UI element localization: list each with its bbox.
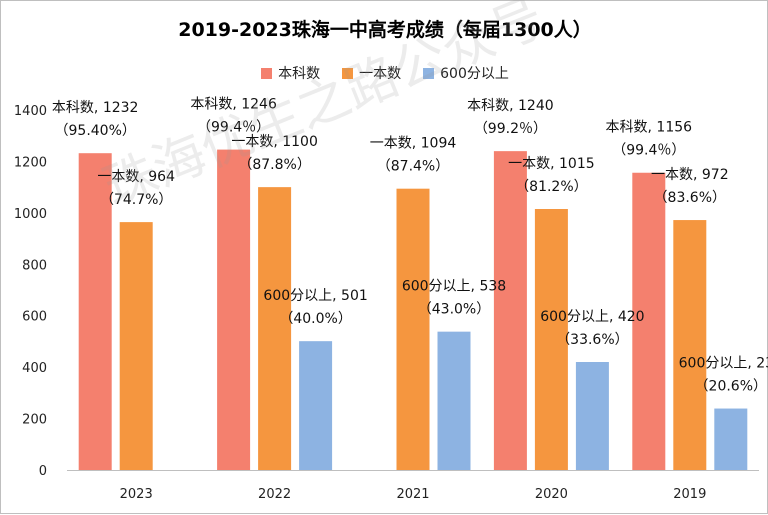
bar <box>396 188 430 470</box>
bar <box>575 362 609 470</box>
data-label-percent: （74.7%） <box>100 192 172 208</box>
y-tick-label: 400 <box>22 361 47 376</box>
legend-swatch-600-plus <box>423 67 435 79</box>
bar <box>673 220 707 470</box>
data-label-percent: （20.6%） <box>695 379 767 395</box>
data-label: 600分以上, 538 <box>402 279 506 295</box>
data-label: 600分以上, 501 <box>263 288 367 304</box>
data-label: 一本数, 964 <box>97 169 175 185</box>
data-label: 一本数, 1100 <box>231 134 318 150</box>
data-label: 一本数, 1015 <box>508 156 595 172</box>
data-label: 本科数, 1240 <box>467 98 554 114</box>
y-tick-label: 600 <box>22 310 47 325</box>
bar <box>258 187 292 470</box>
y-tick-label: 1200 <box>14 155 47 170</box>
data-label: 本科数, 1232 <box>52 100 139 116</box>
data-label: 600分以上, 420 <box>540 309 644 325</box>
data-label: 本科数, 1246 <box>190 97 277 113</box>
data-label-percent: （33.6%） <box>556 332 628 348</box>
x-tick-label: 2023 <box>120 487 153 502</box>
data-label-percent: （99.4％） <box>197 120 270 136</box>
bar <box>632 172 666 470</box>
legend-item-bachelor: 本科数 <box>261 63 320 83</box>
legend-item-600-plus: 600分以上 <box>423 63 509 83</box>
bar <box>493 151 527 470</box>
data-label-percent: （81.2%） <box>515 179 587 195</box>
bar <box>299 341 333 470</box>
legend-label-tier-one: 一本数 <box>359 66 402 82</box>
data-label-percent: （87.8%） <box>238 157 310 173</box>
chart-title: 2019-2023珠海一中高考成绩（每届1300人） <box>178 19 592 41</box>
legend-swatch-tier-one <box>342 67 354 79</box>
y-tick-label: 0 <box>39 464 47 479</box>
y-tick-label: 1000 <box>14 207 47 222</box>
bar <box>714 408 748 470</box>
bar <box>217 149 251 470</box>
data-label-percent: （95.40%） <box>55 123 136 139</box>
data-label: 一本数, 1094 <box>370 136 457 152</box>
y-tick-label: 800 <box>22 258 47 273</box>
bar <box>119 222 153 470</box>
x-tick-label: 2021 <box>396 487 429 502</box>
data-label-percent: （99.4％） <box>612 143 685 159</box>
y-tick-label: 200 <box>22 413 47 428</box>
bar <box>534 209 568 470</box>
data-label-percent: （99.2％） <box>474 121 547 137</box>
legend-swatch-bachelor <box>261 67 273 79</box>
data-label-percent: （40.0%） <box>279 311 351 327</box>
data-label-percent: （83.6%） <box>654 190 726 206</box>
x-tick-label: 2019 <box>673 487 706 502</box>
data-label: 600分以上, 239 <box>679 356 768 372</box>
legend-label-bachelor: 本科数 <box>278 66 321 82</box>
bar <box>437 331 471 470</box>
x-tick-label: 2020 <box>535 487 568 502</box>
y-tick-label: 1400 <box>14 104 47 119</box>
chart-legend: 本科数 一本数 600分以上 <box>1 63 768 83</box>
x-tick-label: 2022 <box>258 487 291 502</box>
data-label: 本科数, 1156 <box>606 120 693 136</box>
legend-item-tier-one: 一本数 <box>342 63 401 83</box>
data-label-percent: （87.4%） <box>377 159 449 175</box>
legend-label-600-plus: 600分以上 <box>440 66 509 82</box>
data-label-percent: （43.0%） <box>418 302 490 318</box>
data-label: 一本数, 972 <box>651 167 729 183</box>
bar <box>78 153 112 470</box>
